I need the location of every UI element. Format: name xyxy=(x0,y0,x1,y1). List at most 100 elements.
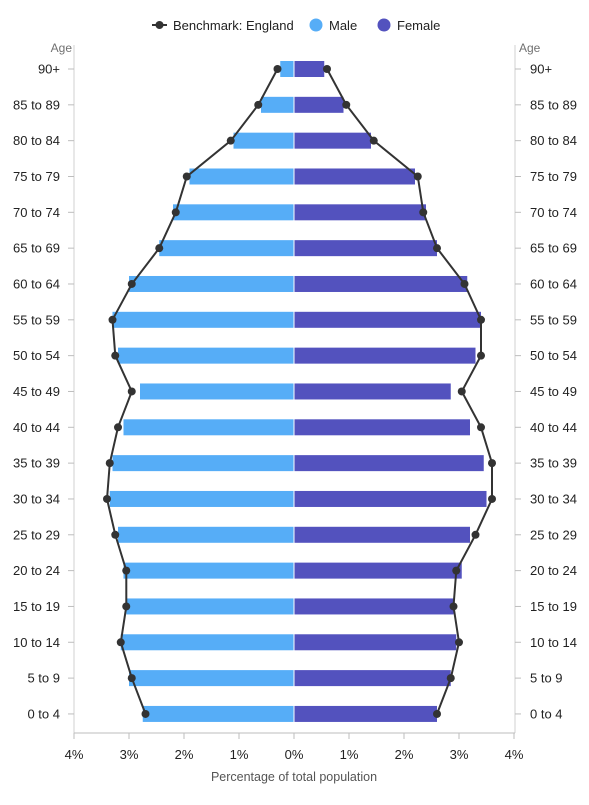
age-label-right: 85 to 89 xyxy=(530,97,577,112)
age-label-left: 0 to 4 xyxy=(27,706,60,721)
bar-female-70-to-74 xyxy=(294,204,426,221)
bar-male-35-to-39 xyxy=(112,455,294,472)
bar-male-0-to-4 xyxy=(142,705,294,722)
benchmark-point-male xyxy=(116,638,125,647)
benchmark-point-female xyxy=(455,638,463,647)
bar-female-80-to-84 xyxy=(294,132,371,149)
benchmark-point-male xyxy=(273,65,282,73)
age-label-left: 5 to 9 xyxy=(27,671,60,686)
bar-female-55-to-59 xyxy=(294,311,481,328)
age-label-right: 65 to 69 xyxy=(530,241,577,256)
age-label-right: 35 to 39 xyxy=(530,456,577,471)
bar-female-20-to-24 xyxy=(294,562,462,579)
age-labels: Age Age 90+ 90+ 85 to 89 85 to 89 80 to 84 80 t… xyxy=(13,41,577,721)
bar-female-50-to-54 xyxy=(294,347,476,364)
age-label-right: 50 to 54 xyxy=(530,348,577,363)
age-label-left: 90+ xyxy=(38,62,60,77)
age-label-left: 20 to 24 xyxy=(13,563,60,578)
benchmark-point-female xyxy=(419,208,428,217)
bar-male-75-to-79 xyxy=(189,168,294,185)
benchmark-point-male xyxy=(226,136,235,145)
age-label-right: 75 to 79 xyxy=(530,169,577,184)
age-label-right: 15 to 19 xyxy=(530,599,577,614)
age-label-left: 30 to 34 xyxy=(13,491,60,506)
benchmark-point-female xyxy=(413,172,422,181)
legend-circle-marker xyxy=(309,18,323,32)
benchmark-point-female xyxy=(477,423,485,432)
legend-label: Male xyxy=(329,18,357,33)
benchmark-point-female xyxy=(471,530,480,539)
x-tick-label: 1% xyxy=(340,747,359,762)
age-label-left: 40 to 44 xyxy=(13,420,60,435)
benchmark-point-female xyxy=(488,459,496,468)
bar-male-40-to-44 xyxy=(123,419,294,436)
age-label-right: 45 to 49 xyxy=(530,384,577,399)
age-label-left: 85 to 89 xyxy=(13,97,60,112)
benchmark-lines xyxy=(103,65,496,718)
x-tick-label: 4% xyxy=(505,747,524,762)
benchmark-point-male xyxy=(111,530,120,539)
bar-female-40-to-44 xyxy=(294,419,470,436)
bar-female-5-to-9 xyxy=(294,670,451,687)
legend-label: Benchmark: England xyxy=(173,18,294,33)
x-tick-label: 2% xyxy=(175,747,194,762)
bar-male-5-to-9 xyxy=(129,670,294,687)
bar-female-45-to-49 xyxy=(294,383,451,400)
bar-male-50-to-54 xyxy=(118,347,294,364)
bar-female-25-to-29 xyxy=(294,526,470,543)
benchmark-point-female xyxy=(449,602,458,611)
benchmark-point-female xyxy=(323,65,331,73)
age-label-left: 65 to 69 xyxy=(13,241,60,256)
age-label-left: 35 to 39 xyxy=(13,456,60,471)
x-tick-label: 2% xyxy=(395,747,414,762)
legend-label: Female xyxy=(397,18,440,33)
benchmark-point-male xyxy=(108,315,117,324)
bar-female-60-to-64 xyxy=(294,275,468,292)
bar-female-0-to-4 xyxy=(294,705,437,722)
y-axis-title-left: Age xyxy=(51,41,73,55)
legend-item-male: Male xyxy=(309,18,357,33)
bar-male-25-to-29 xyxy=(118,526,294,543)
bar-male-20-to-24 xyxy=(123,562,294,579)
benchmark-point-female xyxy=(477,315,485,324)
age-label-left: 45 to 49 xyxy=(13,384,60,399)
benchmark-point-male xyxy=(114,423,122,432)
age-label-left: 25 to 29 xyxy=(13,527,60,542)
age-label-right: 90+ xyxy=(530,62,552,77)
bar-female-15-to-19 xyxy=(294,598,454,615)
x-tick-label: 4% xyxy=(65,747,84,762)
age-label-right: 10 to 14 xyxy=(530,635,577,650)
bar-female-30-to-34 xyxy=(294,490,487,507)
benchmark-point-female xyxy=(446,674,455,683)
benchmark-point-male xyxy=(182,172,191,181)
bar-male-55-to-59 xyxy=(112,311,294,328)
x-tick-label: 3% xyxy=(450,747,469,762)
benchmark-point-female xyxy=(488,494,496,503)
benchmark-point-male xyxy=(155,244,164,253)
benchmark-point-male xyxy=(122,566,131,575)
benchmark-point-female xyxy=(433,244,441,253)
age-label-right: 40 to 44 xyxy=(530,420,577,435)
bar-male-60-to-64 xyxy=(129,275,294,292)
age-label-left: 55 to 59 xyxy=(13,312,60,327)
bar-male-30-to-34 xyxy=(109,490,294,507)
bar-female-85-to-89 xyxy=(294,96,344,113)
bar-male-10-to-14 xyxy=(120,634,294,651)
benchmark-point-male xyxy=(103,494,111,503)
benchmark-point-male xyxy=(171,208,180,217)
age-label-left: 10 to 14 xyxy=(13,635,60,650)
benchmark-point-female xyxy=(460,279,469,288)
age-label-left: 70 to 74 xyxy=(13,205,60,220)
y-axis-title-right: Age xyxy=(519,41,541,55)
legend-dot-marker xyxy=(155,21,164,29)
benchmark-point-female xyxy=(369,136,378,145)
bar-female-65-to-69 xyxy=(294,240,437,257)
legend-circle-marker xyxy=(377,18,391,32)
age-label-left: 50 to 54 xyxy=(13,348,60,363)
x-axis-title: Percentage of total population xyxy=(211,770,377,784)
benchmark-point-male xyxy=(127,279,136,288)
benchmark-point-male xyxy=(105,459,114,468)
legend: Benchmark: England Male Female xyxy=(152,18,440,33)
